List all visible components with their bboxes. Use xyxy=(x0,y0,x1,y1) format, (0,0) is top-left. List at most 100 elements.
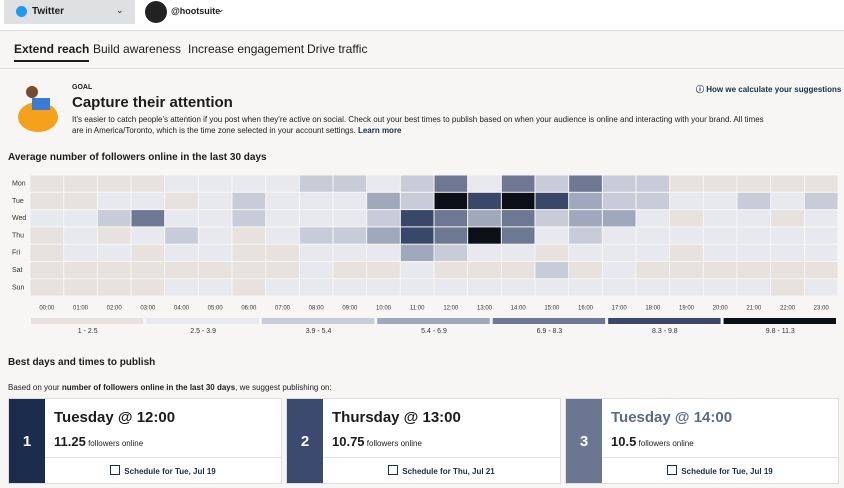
tab[interactable]: Increase engagement xyxy=(188,42,305,56)
x-tick-label: 23:00 xyxy=(814,306,830,312)
heat-cell xyxy=(737,210,771,227)
heatmap: Mon Tue Wed Thu Fri Sat Sun 00:00 01:00 02:00 03:0… xyxy=(12,175,838,335)
heat-cell xyxy=(97,279,131,296)
heat-cell xyxy=(434,262,468,279)
x-tick-label: 10:00 xyxy=(376,306,392,312)
heat-cell xyxy=(400,192,434,210)
heat-cell xyxy=(569,262,602,279)
heat-cell xyxy=(30,262,64,279)
metric: 11.25 followers online xyxy=(54,434,143,449)
tab[interactable]: Build awareness xyxy=(93,42,182,56)
heat-cell xyxy=(333,227,367,244)
x-tick-label: 02:00 xyxy=(107,306,123,312)
metric: 10.5 followers online xyxy=(611,434,694,449)
heat-cell xyxy=(670,244,703,261)
heat-cell xyxy=(703,192,737,210)
tab[interactable]: Extend reach xyxy=(14,42,90,62)
heat-cell xyxy=(299,175,333,192)
heat-cell xyxy=(333,192,367,210)
heat-cell xyxy=(501,244,535,261)
heat-cell xyxy=(771,227,804,244)
heat-cell xyxy=(367,192,400,210)
heat-cell xyxy=(737,175,771,192)
heat-cell xyxy=(198,192,232,210)
x-tick-label: 06:00 xyxy=(241,306,257,312)
heat-cell xyxy=(64,244,97,261)
heat-cell xyxy=(232,244,266,261)
heat-cell xyxy=(535,244,569,261)
heat-cell xyxy=(299,279,333,296)
heat-cell xyxy=(703,227,737,244)
x-tick-label: 00:00 xyxy=(39,306,55,312)
heat-cell xyxy=(771,244,804,261)
heat-cell xyxy=(602,210,636,227)
heat-cell xyxy=(232,175,266,192)
heat-cell xyxy=(333,210,367,227)
schedule-text[interactable]: Schedule for Tue, Jul 19 xyxy=(124,467,216,476)
heat-cell xyxy=(602,262,636,279)
heat-cell xyxy=(670,262,703,279)
heat-cell xyxy=(501,279,535,296)
schedule-text[interactable]: Schedule for Tue, Jul 19 xyxy=(681,467,773,476)
schedule-button[interactable]: Schedule for Tue, Jul 19 xyxy=(602,465,838,476)
heat-cell xyxy=(30,210,64,227)
legend-swatch xyxy=(608,318,721,324)
heat-cell xyxy=(636,227,670,244)
description: It's easier to catch people's attention … xyxy=(72,115,764,135)
heat-cell xyxy=(131,262,165,279)
heat-cell xyxy=(804,210,838,227)
learn-more[interactable]: Learn more xyxy=(357,126,402,135)
heat-cell xyxy=(333,279,367,296)
row-label: Tue xyxy=(12,198,24,205)
heat-cell xyxy=(636,210,670,227)
divider xyxy=(323,457,560,458)
help-text[interactable]: How we calculate your suggestions xyxy=(706,85,842,94)
legend-swatch xyxy=(492,318,606,324)
legend-label: 1 - 2.5 xyxy=(78,328,98,335)
heat-cell xyxy=(771,262,804,279)
heat-cell xyxy=(333,244,367,261)
tab[interactable]: Drive traffic xyxy=(307,42,368,56)
row-label: Thu xyxy=(12,232,24,239)
chevron: ⌄ xyxy=(217,4,225,14)
heat-cell xyxy=(64,192,97,210)
schedule-button[interactable]: Schedule for Tue, Jul 19 xyxy=(45,465,281,476)
x-tick-label: 15:00 xyxy=(544,306,560,312)
heat-cell xyxy=(64,279,97,296)
heat-cell xyxy=(165,210,198,227)
heat-cell xyxy=(535,262,569,279)
goal-label: GOAL xyxy=(72,84,93,91)
heat-cell xyxy=(30,244,64,261)
heat-cell xyxy=(804,279,838,296)
heat-cell xyxy=(434,175,468,192)
heat-cell xyxy=(535,175,569,192)
heat-cell xyxy=(198,262,232,279)
schedule-button[interactable]: Schedule for Thu, Jul 21 xyxy=(323,465,560,476)
schedule-text[interactable]: Schedule for Thu, Jul 21 xyxy=(402,467,495,476)
heat-cell xyxy=(737,279,771,296)
time: Tuesday @ 14:00 xyxy=(611,409,733,426)
time: Tuesday @ 12:00 xyxy=(54,409,176,426)
heat-cell xyxy=(535,210,569,227)
top-bar: Twitter ⌄ @hootsuite ⌄ xyxy=(0,0,844,31)
heat-cell xyxy=(266,210,299,227)
legend-label: 8.3 - 9.8 xyxy=(652,328,678,335)
heat-cell xyxy=(367,210,400,227)
x-tick-label: 17:00 xyxy=(612,306,628,312)
heat-cell xyxy=(165,192,198,210)
heat-cell xyxy=(569,175,602,192)
goal-text: It's easier to catch people's attention … xyxy=(72,114,772,136)
network-select[interactable]: Twitter ⌄ xyxy=(4,0,135,24)
account-name[interactable]: @hootsuite xyxy=(171,6,221,16)
calendar-icon xyxy=(388,465,399,475)
legend-swatch xyxy=(377,318,490,324)
heat-cell xyxy=(569,210,602,227)
help-link[interactable]: ⓘ How we calculate your suggestions xyxy=(696,85,842,94)
heat-cell xyxy=(569,227,602,244)
intro: , we suggest publishing on: xyxy=(235,383,332,392)
heat-cell xyxy=(400,175,434,192)
heat-cell xyxy=(569,244,602,261)
heat-cell xyxy=(737,227,771,244)
x-tick-label: 19:00 xyxy=(679,306,695,312)
metric-unit: followers online xyxy=(366,439,422,448)
